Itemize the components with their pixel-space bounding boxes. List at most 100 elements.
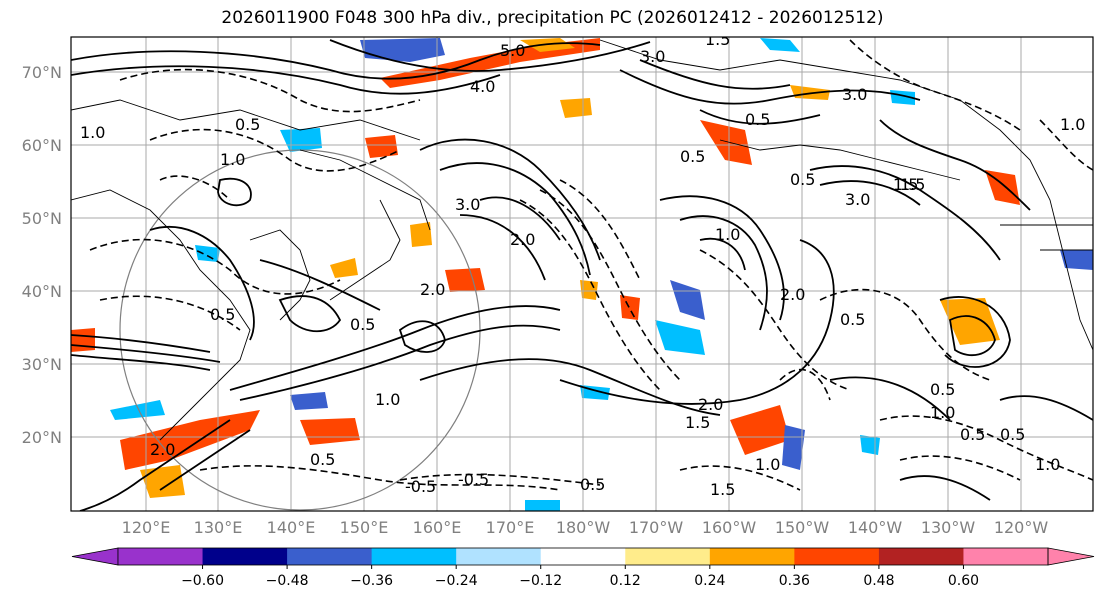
lon-label: 130°E xyxy=(194,518,243,537)
colorbar-label: −0.48 xyxy=(266,573,309,589)
shade-blob xyxy=(365,135,398,158)
colorbar-frame xyxy=(117,547,1049,566)
contour-label: 0.5 xyxy=(210,305,235,324)
lat-label: 50°N xyxy=(22,209,62,228)
lon-label: 120°E xyxy=(122,518,171,537)
contour-label: 0.5 xyxy=(745,110,770,129)
shade-blob xyxy=(410,222,432,247)
colorbar-label: −0.24 xyxy=(435,573,478,589)
lat-label: 70°N xyxy=(22,63,62,82)
contour-label: 0.5 xyxy=(930,380,955,399)
lon-label: 150°E xyxy=(340,518,389,537)
colorbar-segment xyxy=(287,548,373,565)
colorbar-segment xyxy=(625,548,711,565)
shade-blob xyxy=(445,268,485,292)
shade-blob xyxy=(700,120,752,165)
colorbar-label: −0.36 xyxy=(350,573,393,589)
lon-label: 120°W xyxy=(994,518,1049,537)
lon-tick-labels: 120°E 130°E 140°E 150°E 160°E 170°E 180°… xyxy=(122,518,1049,537)
lat-label: 60°N xyxy=(22,136,62,155)
contour-labels: 5.0 3.0 1.5 4.0 3.0 0.5 1.0 3.0 2.0 0.5 … xyxy=(80,30,1085,499)
shade-blob xyxy=(330,258,358,278)
shade-blob xyxy=(195,245,220,262)
shade-blob xyxy=(655,320,705,355)
shade-blob xyxy=(110,400,165,420)
contour-label: 3.0 xyxy=(640,47,665,66)
contour-label: 1.5 xyxy=(705,30,730,49)
contour-label: 3.0 xyxy=(842,85,867,104)
map-content: 5.0 3.0 1.5 4.0 3.0 0.5 1.0 3.0 2.0 0.5 … xyxy=(71,30,1093,511)
contour-label: 0.5 xyxy=(840,310,865,329)
contour-label: 1.0 xyxy=(1035,455,1060,474)
contour-label: 1.0 xyxy=(80,123,105,142)
map-frame xyxy=(70,36,1094,512)
shade-blob xyxy=(730,405,790,455)
shade-blob xyxy=(580,280,598,300)
contour-label: 0.5 xyxy=(235,115,260,134)
negative-contours xyxy=(89,39,1093,491)
colorbar-label: −0.60 xyxy=(181,573,224,589)
shade-blob xyxy=(860,435,880,455)
shade-blob xyxy=(985,170,1020,205)
colorbar-label: 0.24 xyxy=(694,573,725,589)
contour-label: 1.0 xyxy=(930,403,955,422)
contour-label: 0.5 xyxy=(1000,425,1025,444)
coastlines xyxy=(71,39,1093,441)
colorbar-label: 0.36 xyxy=(779,573,810,589)
colorbar-label: 0.60 xyxy=(948,573,979,589)
shade-blob xyxy=(1060,250,1093,270)
precipitation-shading xyxy=(71,38,1093,511)
lat-label: 20°N xyxy=(22,428,62,447)
shade-blob xyxy=(525,500,560,511)
contour-label: 3.0 xyxy=(845,190,870,209)
contour-label: 0.5 xyxy=(790,170,815,189)
graticule xyxy=(71,37,1093,511)
lat-label: 40°N xyxy=(22,282,62,301)
colorbar-segment xyxy=(540,548,626,565)
shade-blob xyxy=(560,98,592,118)
contour-label: 2.0 xyxy=(420,280,445,299)
contour-label: 1.5 xyxy=(710,480,735,499)
colorbar-extend-low xyxy=(71,547,119,566)
shade-blob xyxy=(670,280,705,320)
shade-blob xyxy=(120,410,260,470)
contour-label: 0.5 xyxy=(310,450,335,469)
colorbar: −0.60 −0.48 −0.36 −0.24 −0.12 0.12 0.24 0.36 0.4… xyxy=(71,547,1095,589)
contour-label: 2.0 xyxy=(780,285,805,304)
shade-blob xyxy=(290,392,328,410)
lon-label: 140°W xyxy=(848,518,903,537)
contour-label: 0.5 xyxy=(680,147,705,166)
lon-label: 130°W xyxy=(921,518,976,537)
lon-label: 180°W xyxy=(556,518,611,537)
contour-label: 1.0 xyxy=(375,390,400,409)
colorbar-segment xyxy=(371,548,457,565)
contour-label: -0.5 xyxy=(458,470,489,489)
colorbar-segment xyxy=(794,548,880,565)
lon-label: 160°E xyxy=(413,518,462,537)
contour-label: 5.0 xyxy=(500,41,525,60)
contour-label: 1.0 xyxy=(220,150,245,169)
lat-label: 30°N xyxy=(22,355,62,374)
contour-label: 1.0 xyxy=(1060,115,1085,134)
shade-blob xyxy=(300,418,360,445)
shade-blob xyxy=(360,38,445,62)
contour-label: 4.0 xyxy=(470,77,495,96)
lon-label: 140°E xyxy=(267,518,316,537)
colorbar-extend-high xyxy=(1047,547,1095,566)
shade-blob xyxy=(620,295,640,320)
contour-label: 0.5 xyxy=(580,475,605,494)
colorbar-segment xyxy=(118,548,204,565)
contour-label: 0.5 xyxy=(350,315,375,334)
contour-label: 3.0 xyxy=(455,195,480,214)
shade-blob xyxy=(940,298,1000,345)
shade-blob xyxy=(782,425,805,470)
colorbar-segment xyxy=(963,548,1049,565)
shade-blob xyxy=(71,328,95,352)
positive-contours xyxy=(71,39,1093,511)
contour-label: 1.0 xyxy=(715,225,740,244)
lon-label: 150°W xyxy=(775,518,830,537)
contour-label: 2.0 xyxy=(150,440,175,459)
lon-label: 170°W xyxy=(629,518,684,537)
contour-label: -0.5 xyxy=(405,477,436,496)
lon-label: 160°W xyxy=(702,518,757,537)
